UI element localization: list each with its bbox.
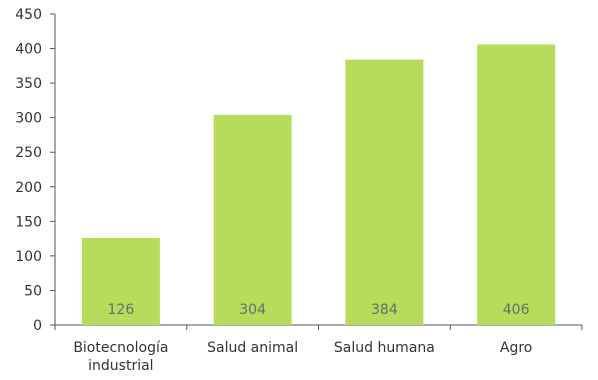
y-tick-label: 400 [15, 42, 42, 58]
category-label: industrial [88, 358, 153, 374]
y-tick-label: 250 [15, 145, 42, 161]
data-label: 126 [108, 302, 135, 318]
y-tick-label: 0 [33, 318, 42, 334]
data-labels: 126 304 384 406 [108, 302, 530, 318]
y-tick-label: 150 [15, 214, 42, 230]
bar [477, 44, 556, 326]
y-tick-label: 350 [15, 76, 42, 92]
category-label: Salud animal [207, 340, 298, 356]
category-labels: Biotecnología industrial Salud animal Salud… [73, 340, 532, 374]
category-label: Agro [500, 340, 532, 356]
y-axis: 0 50 100 150 200 250 300 350 400 450 [15, 7, 56, 334]
bar [345, 59, 424, 325]
y-tick-label: 100 [15, 249, 42, 265]
bar [213, 114, 292, 325]
x-axis [54, 324, 583, 330]
y-tick-label: 200 [15, 180, 42, 196]
y-tick-label: 450 [15, 7, 42, 23]
category-label: Salud humana [334, 340, 435, 356]
bar [81, 237, 160, 325]
data-label: 384 [371, 302, 398, 318]
category-label: Biotecnología [73, 340, 168, 356]
y-tick-label: 50 [24, 283, 42, 299]
y-tick-label: 300 [15, 111, 42, 127]
data-label: 304 [239, 302, 266, 318]
bars [81, 44, 556, 326]
data-label: 406 [503, 302, 530, 318]
